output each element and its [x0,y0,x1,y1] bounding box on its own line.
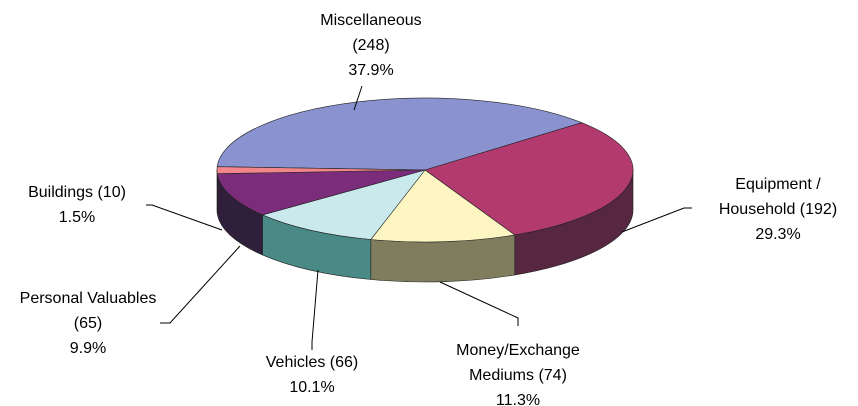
slice-label: Money/Exchange Mediums (74) 11.3% [433,338,603,406]
percent-label: 37.9% [348,62,394,79]
category-label: Personal Valuables [19,290,157,307]
slice-label: Buildings (10) 1.5% [7,180,147,230]
slice-label: Miscellaneous (248) 37.9% [306,8,436,83]
leader-lines [146,85,692,350]
leader-line [160,245,241,324]
slice [216,166,426,174]
slice [216,169,426,216]
value-label: (65) [73,315,103,332]
category-label: Vehicles [265,354,326,371]
slice-label: Equipment / Household (192) 29.3% [703,172,853,247]
percent-label: 29.3% [755,226,801,243]
slice-label: Personal Valuables (65) 9.9% [18,286,158,361]
slice-label: Vehicles (66) 10.1% [242,350,382,400]
percent-label: 1.5% [58,209,96,226]
leader-line [146,204,223,231]
leader-line [311,269,319,350]
percent-label: 10.1% [289,379,335,396]
value-label: (192) [799,201,838,218]
pie-sides [216,169,634,283]
category-label: Money/Exchange Mediums [456,342,580,384]
value-label: (74) [538,367,567,384]
value-label: (248) [352,37,390,54]
percent-label: 9.9% [69,340,107,357]
slice [370,169,516,243]
leader-line [353,85,363,111]
value-label: (10) [97,184,126,201]
category-label: Buildings [28,184,94,201]
leader-line [439,281,519,326]
pie-tops [216,97,634,243]
slice [261,169,426,240]
category-label: Miscellaneous [320,12,422,29]
value-label: (66) [329,354,359,371]
slice [424,122,634,236]
category-label: Equipment / Household [718,176,821,218]
percent-label: 11.3% [495,392,541,406]
leader-line [621,207,692,233]
